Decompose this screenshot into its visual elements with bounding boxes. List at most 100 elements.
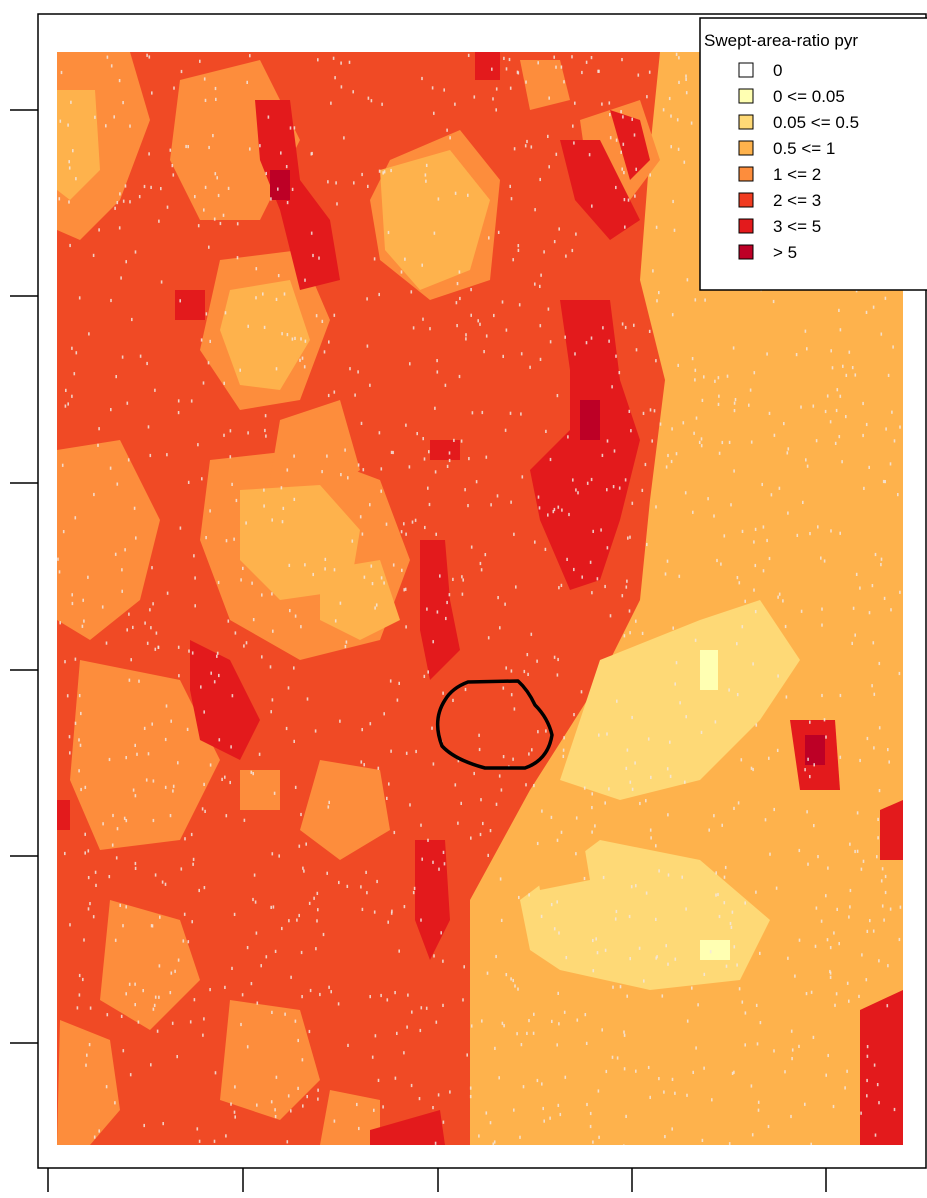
sample-point	[707, 497, 709, 501]
sample-point	[421, 76, 423, 81]
sample-point	[827, 866, 829, 870]
sample-point	[71, 346, 73, 350]
sample-point	[551, 1019, 553, 1023]
sample-point	[863, 486, 865, 490]
sample-point	[263, 504, 265, 508]
sample-point	[634, 761, 636, 765]
sample-point	[203, 782, 205, 786]
sample-point	[624, 225, 626, 229]
sample-point	[677, 363, 679, 367]
sample-point	[753, 540, 755, 544]
sample-point	[165, 704, 168, 708]
sample-point	[289, 126, 292, 130]
sample-point	[400, 270, 403, 274]
sample-point	[556, 673, 559, 677]
sample-point	[845, 373, 848, 377]
sample-point	[240, 578, 242, 582]
sample-point	[158, 964, 161, 968]
sample-point	[631, 117, 633, 121]
sample-point	[772, 299, 775, 304]
sample-point	[749, 388, 752, 392]
sample-point	[571, 55, 573, 59]
sample-point	[543, 250, 545, 254]
sample-point	[553, 927, 556, 931]
sample-point	[552, 510, 555, 514]
sample-point	[868, 465, 870, 469]
sample-point	[252, 618, 255, 622]
sample-point	[503, 56, 505, 60]
sample-point	[261, 593, 263, 597]
sample-point	[733, 945, 736, 949]
sample-point	[830, 349, 832, 353]
sample-point	[646, 542, 648, 547]
sample-point	[142, 989, 144, 993]
sample-point	[495, 108, 497, 112]
light-patches	[57, 90, 590, 890]
sample-point	[169, 148, 172, 152]
sample-point	[457, 821, 459, 825]
pale-spot-1	[700, 650, 718, 690]
sample-point	[201, 807, 204, 811]
sample-point	[655, 917, 657, 921]
sample-point	[751, 1133, 754, 1137]
sample-point	[323, 350, 326, 354]
sample-point	[539, 357, 542, 361]
sample-point	[690, 121, 693, 125]
sample-point	[517, 244, 520, 248]
sample-point	[429, 327, 431, 331]
sample-point	[114, 1101, 116, 1105]
sample-point	[193, 998, 196, 1002]
sample-point	[839, 531, 841, 535]
sample-point	[768, 411, 771, 415]
sample-point	[366, 891, 368, 895]
sample-point	[790, 1029, 793, 1033]
sample-point	[409, 362, 411, 366]
sample-point	[734, 398, 737, 402]
sample-point	[485, 1111, 488, 1115]
sample-point	[767, 1124, 770, 1129]
sample-point	[197, 443, 199, 447]
sample-point	[838, 308, 840, 312]
sample-point	[676, 118, 679, 122]
sample-point	[602, 326, 604, 330]
sample-point	[806, 347, 808, 351]
sample-point	[573, 567, 575, 572]
sample-point	[64, 404, 67, 408]
sample-point	[876, 1083, 879, 1087]
sample-point	[272, 629, 274, 633]
sample-point	[800, 405, 802, 409]
sample-point	[880, 563, 882, 567]
legend-label-3: 0.5 <= 1	[773, 139, 835, 158]
sample-point	[392, 450, 394, 455]
sample-point	[209, 339, 211, 343]
sample-point	[369, 503, 371, 507]
sample-point	[304, 563, 306, 567]
study-area-outline	[435, 679, 554, 770]
sample-point	[656, 955, 658, 959]
sample-point	[339, 601, 342, 605]
sample-point	[700, 730, 703, 734]
sample-point	[58, 197, 61, 201]
sample-point	[836, 388, 839, 392]
sample-point	[403, 1051, 405, 1055]
sample-point	[455, 301, 458, 305]
sample-point	[396, 1031, 398, 1035]
sample-point	[580, 690, 583, 694]
sample-point	[218, 673, 220, 678]
sample-point	[741, 625, 744, 629]
sample-point	[627, 198, 630, 202]
sample-point	[356, 1102, 358, 1107]
sample-point	[475, 480, 478, 484]
sample-point	[860, 1111, 862, 1115]
sample-point	[686, 1093, 688, 1097]
sample-point	[246, 1045, 249, 1049]
sample-point	[670, 145, 672, 149]
sample-point	[865, 310, 868, 314]
sample-point	[164, 737, 167, 742]
sample-point	[892, 345, 894, 349]
sample-point	[360, 885, 362, 889]
sample-point	[595, 937, 597, 941]
sample-point	[348, 60, 351, 64]
sample-point	[130, 658, 132, 662]
